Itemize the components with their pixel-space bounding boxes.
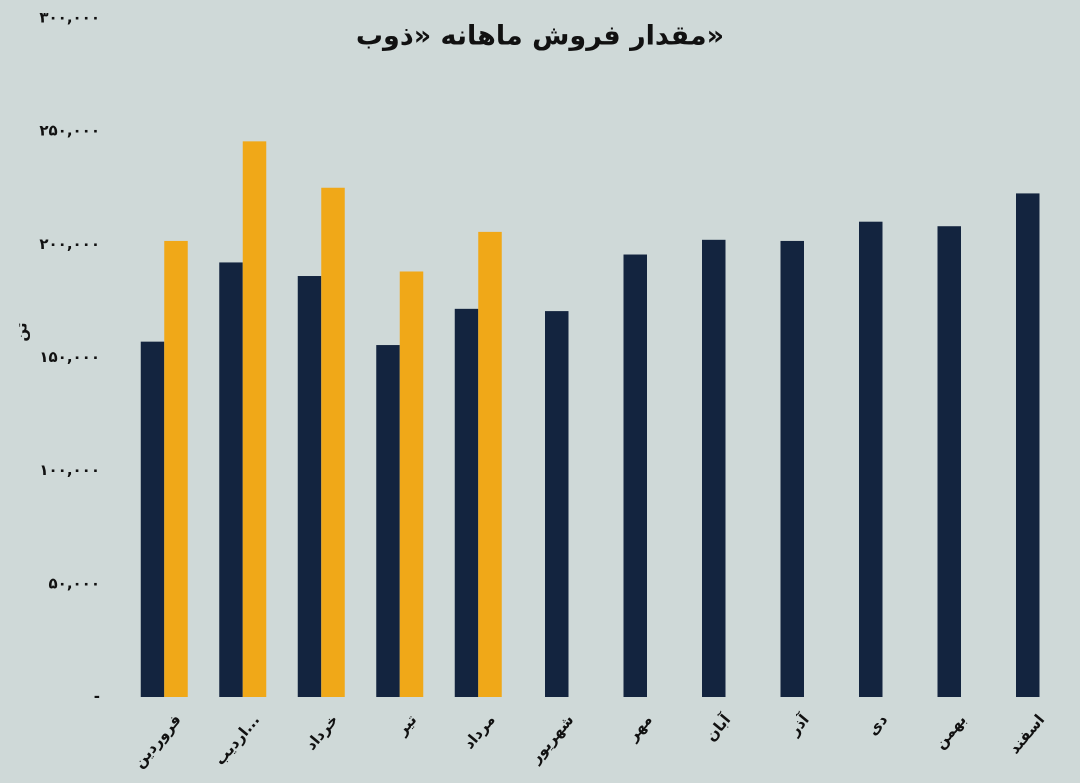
bar [219, 262, 243, 697]
y-tick-label: ۳۰۰,۰۰۰ [39, 9, 100, 27]
y-axis-label: تن [13, 322, 31, 341]
chart-title: مقدار فروش ماهانه «ذوب» [356, 21, 724, 52]
bar [164, 240, 188, 697]
bar [623, 254, 647, 698]
y-tick-label: ۲۰۰,۰۰۰ [39, 235, 100, 253]
y-tick-label: - [94, 688, 100, 706]
y-tick-label: ۱۰۰,۰۰۰ [39, 461, 100, 479]
y-tick-label: ۱۵۰,۰۰۰ [39, 348, 100, 366]
bar [454, 308, 479, 697]
bar [702, 239, 726, 697]
bar [297, 276, 322, 697]
bar [859, 221, 883, 697]
bar [376, 345, 400, 697]
bar [545, 311, 569, 697]
y-tick-label: ۲۵۰,۰۰۰ [39, 122, 100, 140]
y-tick-label: ۵۰,۰۰۰ [49, 574, 100, 592]
bar [321, 187, 345, 697]
bar [937, 226, 961, 697]
bar [780, 240, 804, 697]
bar [140, 341, 165, 697]
bar [478, 231, 502, 697]
bar [399, 271, 424, 697]
bar [242, 141, 267, 697]
bar [1016, 193, 1040, 698]
